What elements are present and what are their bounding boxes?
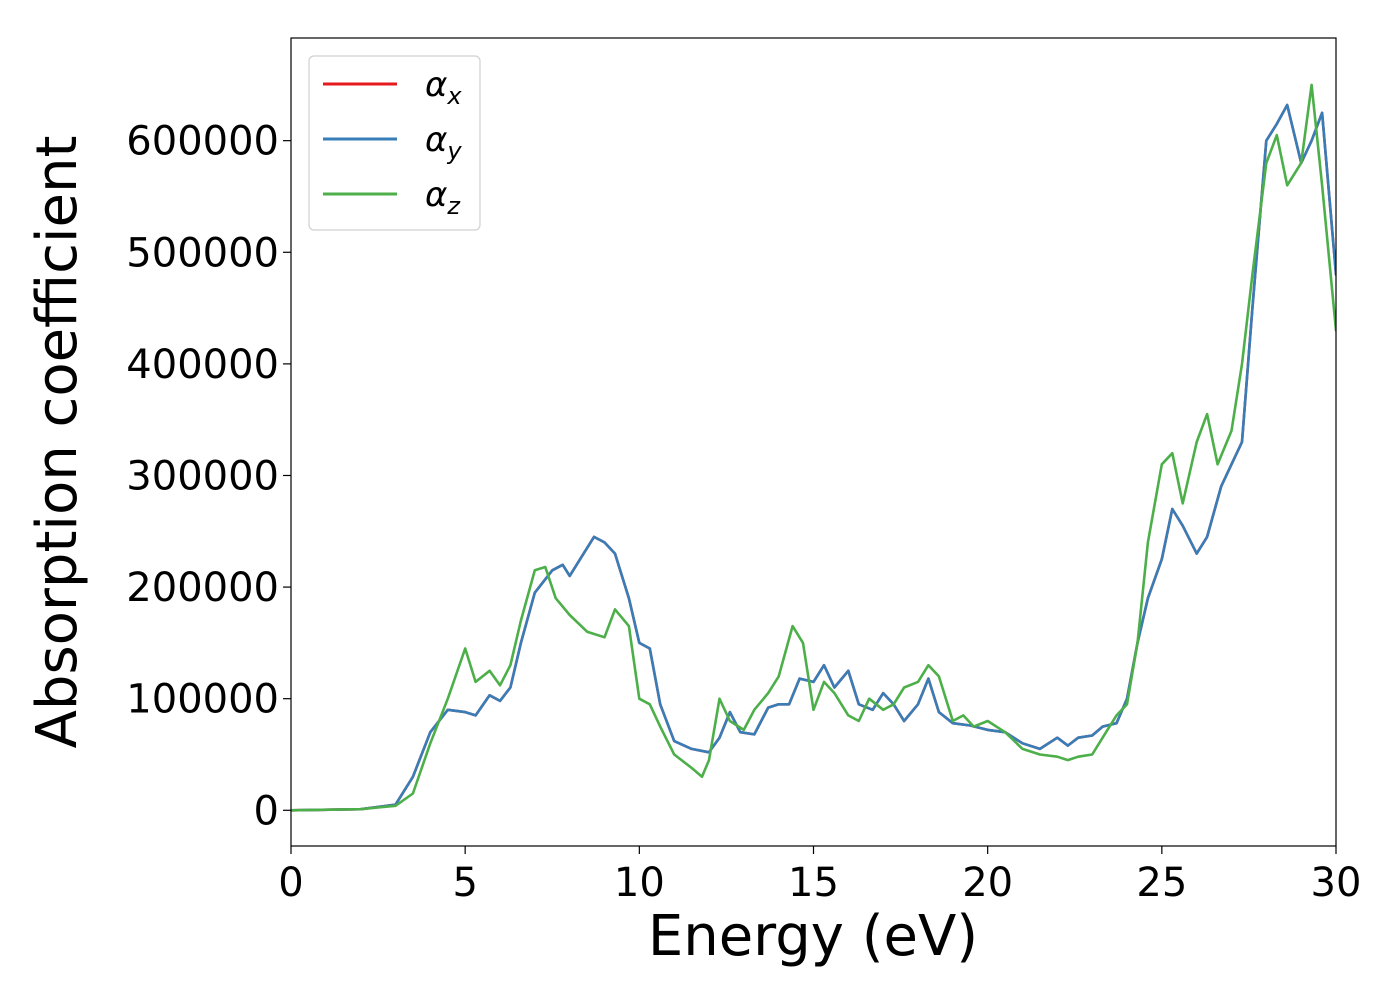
legend-label-x: αx: [425, 65, 462, 110]
legend-label-z: αz: [425, 175, 461, 220]
series-line-alpha-z: [291, 83, 1336, 812]
y-tick-label: 100000: [126, 677, 279, 723]
x-axis-ticks: 0 5 10 15 20 25 30: [278, 846, 1361, 906]
x-tick-label: 25: [1136, 860, 1187, 906]
x-tick-label: 15: [788, 860, 839, 906]
y-tick-label: 400000: [126, 342, 279, 388]
x-tick-label: 0: [278, 860, 303, 906]
x-tick-label: 10: [614, 860, 665, 906]
y-tick-label: 0: [254, 788, 279, 834]
y-axis-title: Absorption coefficient: [25, 136, 90, 749]
series-line-alpha-y: [291, 103, 1336, 812]
y-axis-ticks: 0 100000 200000 300000 400000 500000 600000: [126, 119, 291, 834]
x-tick-label: 5: [452, 860, 477, 906]
legend: αx αy αz: [308, 55, 481, 231]
series-layer: [291, 83, 1336, 812]
y-tick-label: 500000: [126, 230, 279, 276]
x-tick-label: 30: [1311, 860, 1362, 906]
legend-label-y: αy: [425, 120, 462, 165]
y-tick-label: 300000: [126, 453, 279, 499]
x-tick-label: 20: [962, 860, 1013, 906]
y-tick-label: 200000: [126, 565, 279, 611]
legend-box: [308, 55, 481, 231]
y-tick-label: 600000: [126, 119, 279, 165]
x-axis-title: Energy (eV): [648, 904, 978, 969]
